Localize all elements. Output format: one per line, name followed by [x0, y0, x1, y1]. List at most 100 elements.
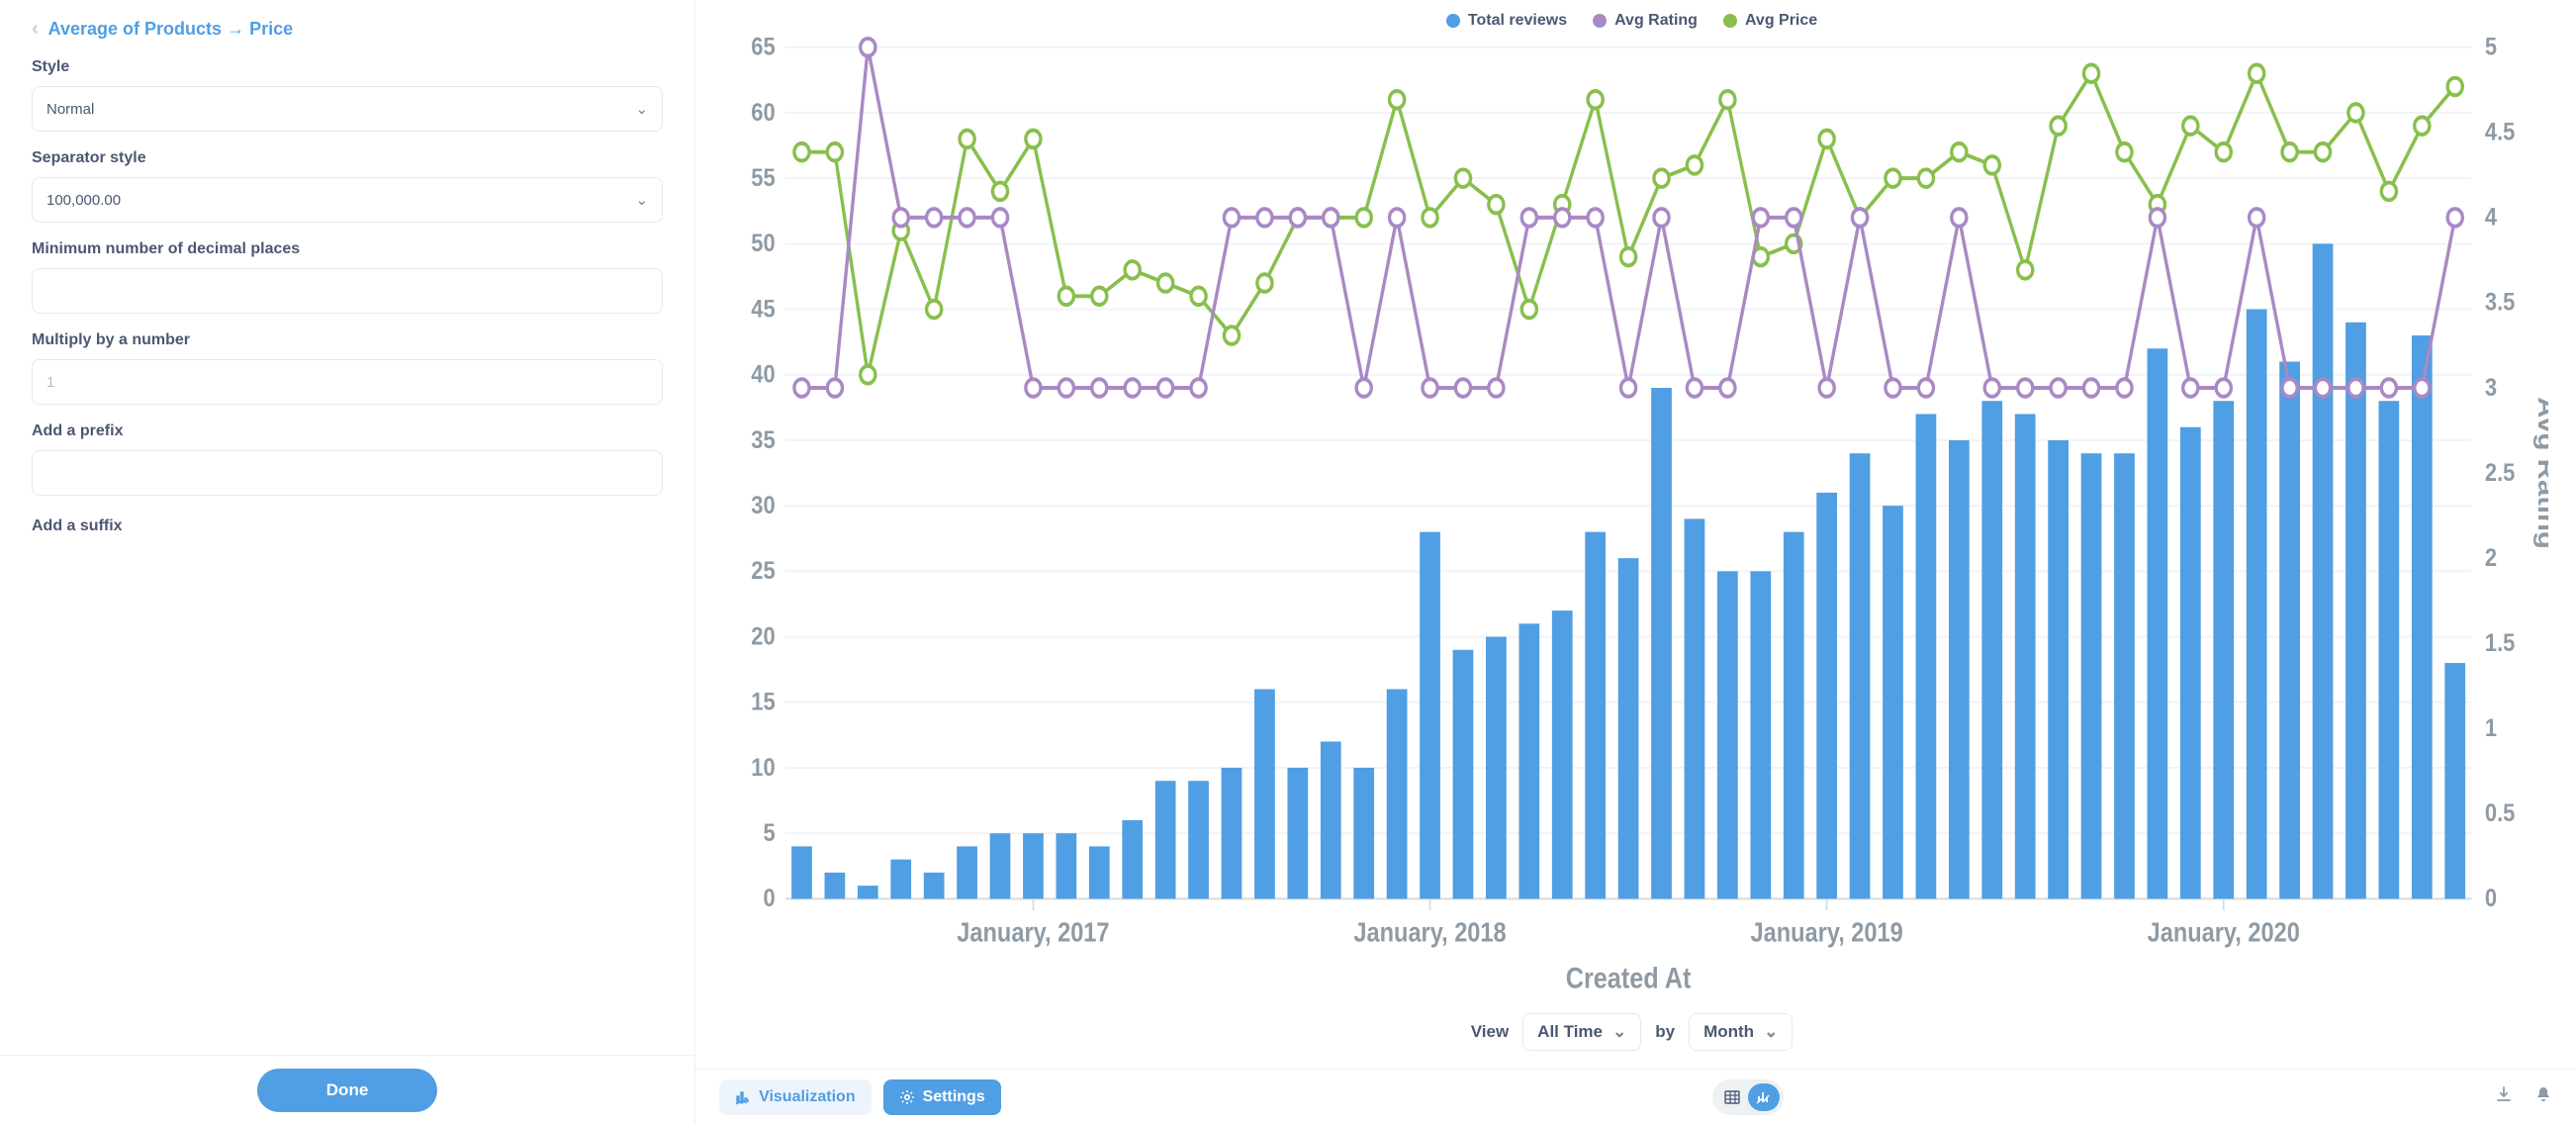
line-point[interactable] — [1390, 209, 1405, 227]
line-point[interactable] — [794, 379, 809, 397]
line-point[interactable] — [927, 209, 942, 227]
bar[interactable] — [1155, 781, 1176, 898]
line-point[interactable] — [1918, 169, 1933, 187]
legend-item[interactable]: Avg Price — [1723, 12, 1817, 30]
bar[interactable] — [957, 846, 977, 898]
line-point[interactable] — [2381, 183, 2396, 201]
line-point[interactable] — [1753, 209, 1768, 227]
bar[interactable] — [1420, 532, 1440, 899]
line-point[interactable] — [2447, 78, 2462, 96]
line-point[interactable] — [2084, 64, 2099, 82]
separator-select[interactable]: 100,000.00 ⌄ — [32, 177, 663, 223]
bar[interactable] — [890, 860, 911, 899]
line-point[interactable] — [1390, 91, 1405, 109]
bar[interactable] — [1519, 623, 1540, 898]
download-icon[interactable] — [2495, 1085, 2513, 1108]
line-point[interactable] — [1521, 209, 1536, 227]
prefix-input[interactable] — [32, 450, 663, 496]
bar[interactable] — [825, 873, 846, 898]
bar[interactable] — [1816, 493, 1837, 898]
bar[interactable] — [1453, 650, 1474, 899]
bar[interactable] — [1089, 846, 1110, 898]
line-point[interactable] — [1521, 301, 1536, 319]
style-select[interactable]: Normal ⌄ — [32, 86, 663, 132]
line-point[interactable] — [2316, 143, 2331, 161]
line-point[interactable] — [1356, 209, 1371, 227]
bar[interactable] — [2048, 440, 2069, 898]
bar[interactable] — [1916, 414, 1937, 898]
bar[interactable] — [1784, 532, 1804, 899]
line-point[interactable] — [1257, 209, 1272, 227]
line-point[interactable] — [2282, 143, 2297, 161]
bar[interactable] — [2247, 310, 2267, 899]
bar[interactable] — [2279, 362, 2300, 899]
breadcrumb[interactable]: Average of Products → Price — [48, 19, 293, 40]
line-point[interactable] — [1324, 209, 1338, 227]
line-point[interactable] — [827, 379, 842, 397]
line-point[interactable] — [2183, 379, 2198, 397]
line-point[interactable] — [827, 143, 842, 161]
line-point[interactable] — [2084, 379, 2099, 397]
line-point[interactable] — [2216, 379, 2231, 397]
bar[interactable] — [2412, 335, 2433, 898]
line-point[interactable] — [1886, 169, 1900, 187]
line-point[interactable] — [2117, 143, 2132, 161]
line-point[interactable] — [2316, 379, 2331, 397]
bar[interactable] — [924, 873, 945, 898]
line-point[interactable] — [993, 209, 1008, 227]
line-point[interactable] — [1125, 261, 1140, 279]
line-point[interactable] — [960, 131, 974, 148]
table-view-toggle[interactable] — [1716, 1083, 1748, 1111]
bar[interactable] — [2015, 414, 2036, 898]
line-point[interactable] — [2348, 104, 2363, 122]
line-point[interactable] — [2348, 379, 2363, 397]
line-point[interactable] — [993, 183, 1008, 201]
line-point[interactable] — [1819, 379, 1834, 397]
bar[interactable] — [1883, 506, 1903, 898]
line-point[interactable] — [1158, 379, 1173, 397]
line-point[interactable] — [1787, 209, 1801, 227]
line-point[interactable] — [1984, 379, 1999, 397]
bar[interactable] — [2148, 348, 2168, 898]
bar[interactable] — [1981, 401, 2002, 898]
line-point[interactable] — [1720, 91, 1735, 109]
line-point[interactable] — [1092, 379, 1107, 397]
chart-view-toggle[interactable] — [1748, 1083, 1780, 1111]
bar[interactable] — [2180, 427, 2201, 899]
line-point[interactable] — [1588, 209, 1603, 227]
line-point[interactable] — [2381, 379, 2396, 397]
bar[interactable] — [1288, 768, 1309, 898]
bar[interactable] — [1850, 453, 1871, 898]
bar[interactable] — [1685, 518, 1705, 898]
line-point[interactable] — [1423, 209, 1437, 227]
bar[interactable] — [1188, 781, 1209, 898]
line-point[interactable] — [2282, 379, 2297, 397]
line-point[interactable] — [1224, 327, 1239, 344]
line-point[interactable] — [1621, 248, 1636, 266]
line-point[interactable] — [2415, 379, 2430, 397]
bar[interactable] — [1949, 440, 1970, 898]
line-point[interactable] — [1489, 379, 1504, 397]
line-point[interactable] — [1555, 209, 1570, 227]
line-point[interactable] — [1588, 91, 1603, 109]
line-point[interactable] — [1687, 156, 1702, 174]
line-point[interactable] — [1158, 274, 1173, 292]
line-point[interactable] — [2051, 117, 2066, 135]
legend-item[interactable]: Total reviews — [1446, 12, 1567, 30]
bar[interactable] — [1751, 571, 1772, 898]
line-point[interactable] — [1918, 379, 1933, 397]
back-chevron-icon[interactable]: ‹ — [32, 18, 39, 41]
line-point[interactable] — [2018, 261, 2033, 279]
line-point[interactable] — [1654, 169, 1669, 187]
line-point[interactable] — [1423, 379, 1437, 397]
line-point[interactable] — [1257, 274, 1272, 292]
line-point[interactable] — [1819, 131, 1834, 148]
line-point[interactable] — [1886, 379, 1900, 397]
line-point[interactable] — [1455, 169, 1470, 187]
bar[interactable] — [990, 833, 1011, 898]
line-point[interactable] — [1356, 379, 1371, 397]
bar[interactable] — [1023, 833, 1044, 898]
line-point[interactable] — [2117, 379, 2132, 397]
line-point[interactable] — [1952, 143, 1967, 161]
line-point[interactable] — [2018, 379, 2033, 397]
